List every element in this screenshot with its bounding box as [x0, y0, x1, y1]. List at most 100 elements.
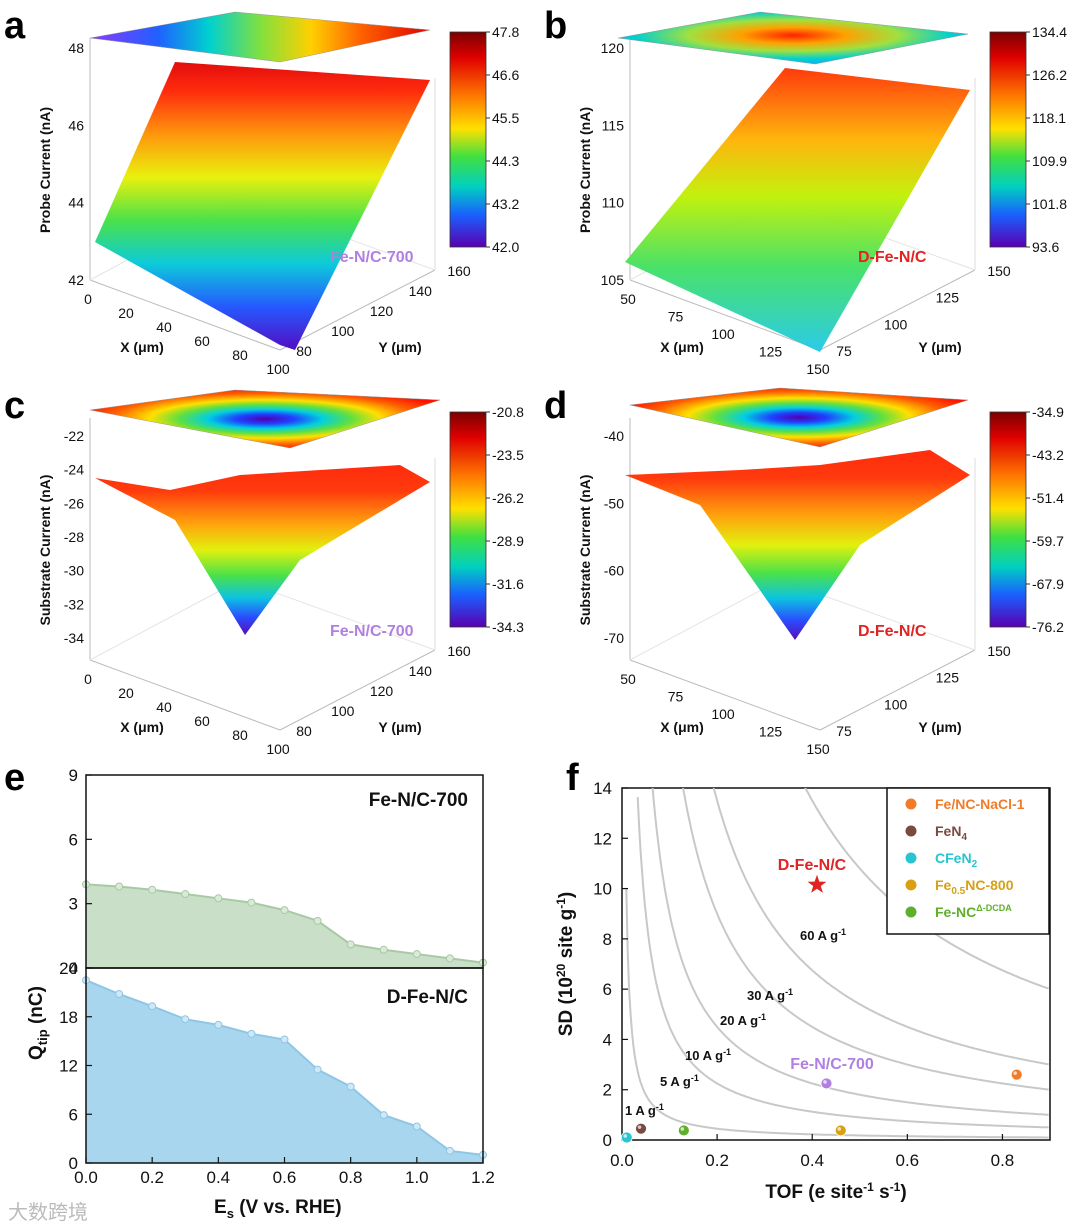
sample-label: D-Fe-N/C: [858, 623, 927, 640]
x-tick-label: 0.6: [896, 1151, 920, 1170]
colorbar-tick-label: 118.1: [1032, 110, 1066, 126]
colorbar-tick-label: -76.2: [1032, 619, 1064, 635]
x-tick-label: 150: [806, 361, 830, 377]
panel-letter: c: [4, 385, 25, 427]
y-tick-label: 0: [603, 1131, 612, 1150]
colorbar-tick-label: 44.3: [492, 153, 519, 169]
point-highlight: [837, 1127, 842, 1131]
colorbar-tick-label: -28.9: [492, 533, 524, 549]
y-axis-line: [279, 269, 436, 351]
x-tick-label: 40: [156, 699, 172, 715]
panel-letter: d: [544, 385, 567, 427]
point-highlight: [637, 1125, 642, 1129]
colorbar-tick-label: 42.0: [492, 239, 519, 255]
colorbar-tick-label: -34.3: [492, 619, 524, 635]
colorbar-tick-label: 134.4: [1032, 24, 1067, 40]
x-ticks: 0 20 40 60 80 100: [84, 671, 290, 757]
data-point-top: [181, 890, 190, 899]
x-tick-label: 0.0: [74, 1168, 98, 1187]
colorbar-tick-label: -23.5: [492, 447, 524, 463]
colorbar-tick-label: -67.9: [1032, 576, 1064, 592]
y-axis-line: [819, 269, 976, 351]
z-tick-label: 115: [602, 117, 625, 133]
colorbar-tick-label: -51.4: [1032, 490, 1064, 506]
x-tick-label: 1.2: [471, 1168, 495, 1187]
top-projection: [617, 11, 969, 65]
top-projection: [89, 389, 441, 449]
panel-letter: e: [4, 757, 25, 799]
colorbar-tick-label: -34.9: [1032, 404, 1064, 420]
y-ticks: 80 100 120 140 160: [296, 643, 471, 739]
colorbar-tick-label: -31.6: [492, 576, 524, 592]
colorbar: [449, 31, 487, 248]
x-axis-label: Es (V vs. RHE): [214, 1197, 342, 1221]
panel-letter: b: [544, 5, 567, 47]
x-axis-label: TOF (e site-1 s-1): [765, 1180, 906, 1203]
y-tick-label: 6: [69, 830, 78, 849]
z-tick-label: -50: [604, 495, 624, 511]
y-tick-label: 100: [884, 316, 908, 332]
point-highlight: [623, 1134, 628, 1138]
z-tick-label: -34: [64, 630, 84, 646]
data-point-top: [214, 894, 223, 903]
data-point-bottom: [412, 1122, 421, 1131]
watermark-text: 大数跨境: [8, 1200, 88, 1224]
surface-3d: [625, 450, 970, 640]
z-tick-label: -24: [64, 462, 84, 478]
y-tick-label: 100: [331, 323, 355, 339]
legend-label: Fe-NCΔ-DCDA: [935, 903, 1012, 920]
legend-marker: [905, 879, 917, 891]
y-tick-label: 3: [69, 895, 78, 914]
x-ticks: 0 20 40 60 80 100: [84, 291, 290, 377]
y-axis-label: Qtip (nC): [26, 986, 50, 1060]
x-tick-label: 125: [759, 344, 783, 360]
x-tick-label: 0.0: [610, 1151, 634, 1170]
surface-3d: [95, 62, 430, 350]
colorbar-tick-label: -26.2: [492, 490, 524, 506]
z-ticks: 42 44 46 48: [68, 40, 84, 288]
sample-label-bottom: D-Fe-N/C: [387, 987, 469, 1008]
z-tick-label: 105: [601, 272, 625, 288]
scatter-point: [635, 1122, 647, 1135]
panel-3d-a: a 42 44 46 48 Probe Current (nA) 0 20 40 60 80 100 X…: [4, 5, 519, 377]
z-tick-label: -22: [64, 428, 84, 444]
x-tick-label: 125: [759, 724, 783, 740]
x-tick-label: 0.8: [991, 1151, 1015, 1170]
x-tick-label: 0.2: [705, 1151, 729, 1170]
y-ticks: 75 100 125 150: [836, 263, 1011, 359]
y-tick-label: 12: [593, 829, 612, 848]
y-tick-label: 140: [409, 283, 433, 299]
sample-label: Fe-N/C-700: [330, 249, 414, 266]
legend-marker: [905, 906, 917, 918]
y-tick-label: 14: [593, 779, 612, 798]
y-tick-label: 2: [603, 1081, 612, 1100]
data-point-top: [148, 885, 157, 894]
y-tick-label: 0: [69, 959, 78, 978]
y-tick-label: 24: [59, 959, 78, 978]
sample-label-top: Fe-N/C-700: [369, 790, 468, 811]
y-tick-label: 12: [59, 1057, 78, 1076]
contour-label: 60 A g-1: [800, 927, 846, 943]
y-tick-label: 6: [69, 1105, 78, 1124]
colorbar-tick-label: 93.6: [1032, 239, 1059, 255]
legend-label: Fe/NC-NaCl-1: [935, 796, 1025, 812]
x-ticks: 50 75 100 125 150: [620, 671, 830, 757]
x-tick-label: 60: [194, 713, 210, 729]
y-tick-label: 6: [603, 980, 612, 999]
point-highlight: [680, 1127, 685, 1131]
contour-curve: [712, 788, 1049, 1066]
z-ticks: 105 110 115 120: [601, 40, 625, 288]
x-tick-label: 100: [711, 706, 735, 722]
data-point-top: [115, 882, 124, 891]
point-highlight: [823, 1080, 827, 1084]
x-tick-label: 100: [711, 326, 735, 342]
y-tick-label: 0: [69, 1154, 78, 1173]
x-ticks: 50 75 100 125 150: [620, 291, 830, 377]
scatter-point: [620, 1131, 633, 1144]
colorbar-tick-label: 47.8: [492, 24, 519, 40]
fe-nc-label: Fe-N/C-700: [790, 1056, 874, 1073]
legend-label: CFeN2: [935, 850, 978, 870]
legend-marker: [905, 798, 917, 810]
contour-curve: [636, 797, 1049, 1129]
y-axis-label: Y (μm): [378, 719, 421, 735]
